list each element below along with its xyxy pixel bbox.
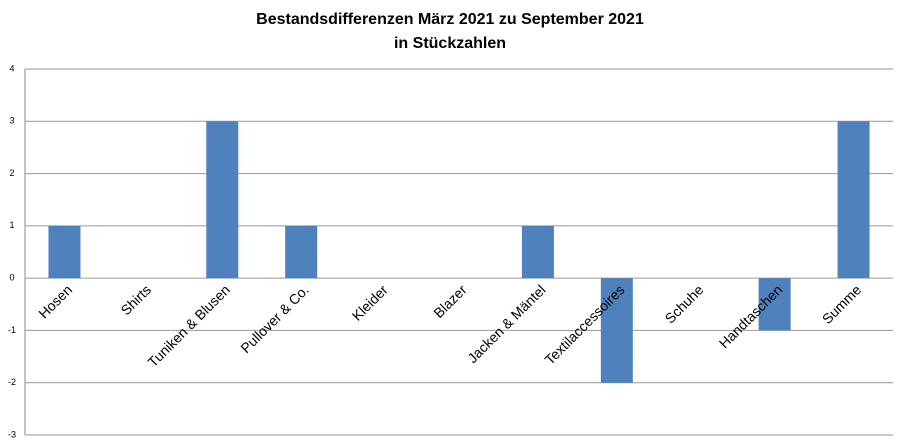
- bar: [48, 225, 81, 279]
- y-tick-label: 4: [9, 63, 14, 73]
- y-tick-label: -2: [8, 377, 16, 387]
- y-tick-label: 2: [9, 168, 14, 178]
- bar: [600, 278, 633, 383]
- y-tick-label: 0: [9, 273, 14, 283]
- x-tick-label: Tuniken & Blusen: [144, 282, 233, 371]
- x-tick-label: Pullover & Co.: [237, 282, 312, 357]
- y-tick-label: -1: [8, 325, 16, 335]
- y-tick-label: 3: [9, 116, 14, 126]
- x-tick-label: Schuhe: [662, 281, 707, 326]
- x-tick-label: Kleider: [349, 281, 391, 323]
- bar: [837, 121, 870, 279]
- chart-title: Bestandsdifferenzen März 2021 zu Septemb…: [256, 11, 644, 28]
- x-tick-label: Summe: [819, 281, 865, 327]
- y-tick-label: -3: [8, 429, 16, 439]
- x-tick-label: Jacken & Mäntel: [464, 282, 548, 366]
- x-tick-label: Blazer: [430, 281, 470, 321]
- bar: [285, 225, 318, 279]
- x-tick-label: Shirts: [117, 282, 154, 319]
- chart-subtitle: in Stückzahlen: [394, 35, 506, 52]
- bar: [521, 225, 554, 279]
- y-tick-label: 1: [9, 220, 14, 230]
- bar: [206, 121, 239, 279]
- x-tick-label: Hosen: [35, 282, 75, 322]
- bar: [758, 278, 791, 331]
